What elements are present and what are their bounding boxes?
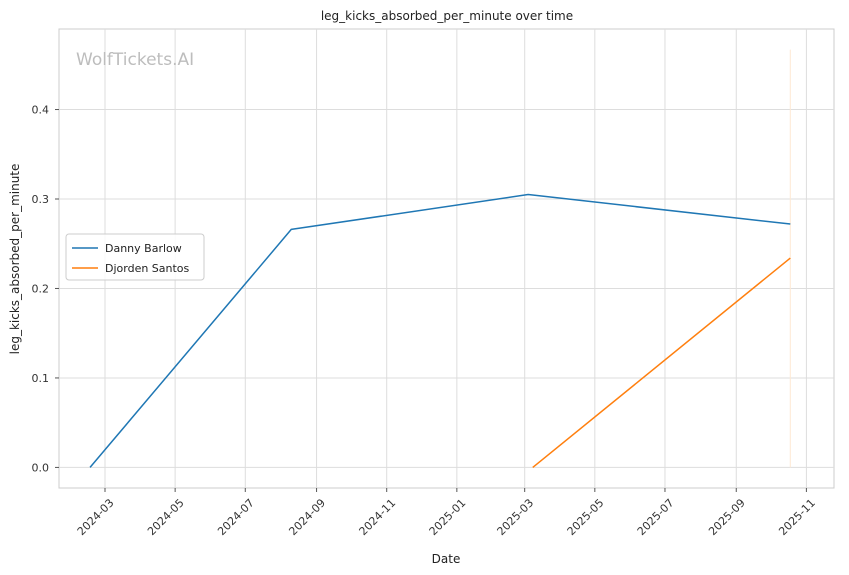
y-tick-label: 0.0 — [32, 461, 50, 474]
x-tick-label: 2025-11 — [776, 496, 818, 538]
y-tick-label: 0.3 — [32, 193, 50, 206]
x-tick-label: 2024-03 — [75, 496, 117, 538]
watermark-text: WolfTickets.AI — [76, 50, 194, 70]
y-tick-label: 0.2 — [32, 282, 50, 295]
x-tick-label: 2025-07 — [635, 496, 677, 538]
legend-label: Djorden Santos — [105, 262, 190, 275]
series-line-1 — [89, 193, 791, 468]
y-axis-title: leg_kicks_absorbed_per_minute — [8, 164, 22, 355]
legend-box — [65, 233, 205, 281]
series-line-2 — [532, 257, 791, 469]
y-axis-ticks: 0.0 0.1 0.2 0.3 0.4 — [32, 104, 59, 474]
x-tick-label: 2025-05 — [565, 496, 607, 538]
legend: Danny Barlow Djorden Santos — [65, 233, 205, 281]
chart-title: leg_kicks_absorbed_per_minute over time — [321, 9, 573, 23]
y-tick-label: 0.4 — [32, 104, 50, 117]
x-tick-label: 2024-11 — [357, 496, 399, 538]
legend-label: Danny Barlow — [105, 242, 182, 255]
x-tick-label: 2024-05 — [145, 496, 187, 538]
x-tick-label: 2024-07 — [215, 496, 257, 538]
x-axis-title: Date — [432, 552, 461, 566]
x-tick-label: 2025-01 — [427, 496, 469, 538]
series-layer — [89, 193, 791, 469]
x-axis-ticks: 2024-03 2024-05 2024-07 2024-09 2024-11 2025-… — [75, 488, 818, 538]
x-tick-label: 2024-09 — [286, 496, 328, 538]
grid-lines — [59, 29, 834, 488]
y-tick-label: 0.1 — [32, 372, 50, 385]
x-tick-label: 2025-09 — [706, 496, 748, 538]
x-tick-label: 2025-03 — [495, 496, 537, 538]
